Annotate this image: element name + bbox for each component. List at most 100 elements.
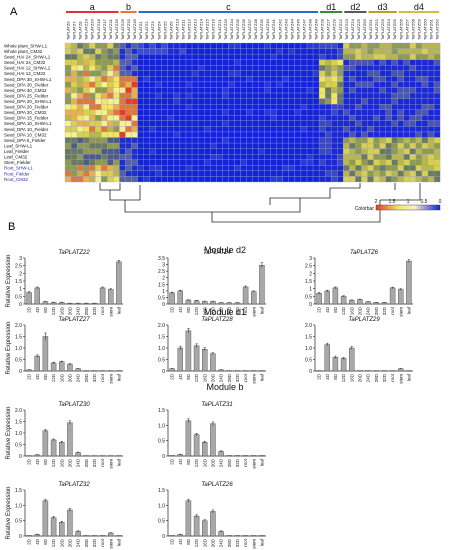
heatmap-column-label: TaPLATZ10 [174,18,179,40]
heatmap-cell [191,154,199,160]
heatmap-cell [76,159,84,166]
heatmap-cell [337,76,344,83]
heatmap-cell [373,87,380,94]
heatmap-cell [155,109,162,116]
heatmap-cell [95,92,102,99]
x-tick-label: 2D [27,306,32,313]
heatmap-cell [403,81,410,88]
heatmap-cell [355,170,362,177]
heatmap-cell [361,109,368,116]
heatmap-cell [433,76,441,83]
heatmap-cell [270,176,277,183]
heatmap-cell [276,148,283,155]
heatmap-cell [149,176,156,183]
heatmap-cell [361,131,368,138]
heatmap-cell [379,148,386,155]
heatmap-cell [191,126,199,133]
heatmap-cell [240,142,247,149]
heatmap-cell [312,92,320,99]
y-tick-label: 3 [309,256,312,262]
heatmap-cell [70,120,78,127]
heatmap-cell [76,87,84,94]
heatmap-cell [349,104,356,110]
y-tick-label: 0.5 [305,358,312,364]
heatmap-cell [167,87,175,94]
heatmap-cell [107,48,114,55]
heatmap-cell [409,148,417,155]
heatmap-cell [185,165,193,172]
heatmap-cell [288,148,296,155]
y-tick-label: 2.0 [305,323,312,329]
heatmap-cell [167,59,175,66]
heatmap-cell [107,92,114,99]
heatmap-cell [246,109,253,116]
heatmap-cell [331,65,338,71]
heatmap-column-label: TaPLATZ62 [435,18,440,40]
heatmap-column-label: TaPLATZ17 [102,18,107,40]
heatmap-cell [373,48,380,55]
heatmap-column-label: TaPLATZ47 [301,18,306,40]
heatmap-cell [306,137,314,144]
heatmap-cell [403,48,410,55]
heatmap-cell [415,131,423,138]
heatmap-cell [76,104,84,110]
heatmap-cell [222,176,229,183]
heatmap-cell [379,65,386,71]
heatmap-cell [288,87,296,94]
heatmap-cell [343,70,350,77]
y-tick-label: 1 [162,289,165,295]
heatmap-cell [252,76,259,83]
heatmap-cell [343,170,350,177]
heatmap-cell [216,154,223,160]
heatmap-row-label: Whole plant_CM32 [4,49,43,54]
heatmap-cell [107,170,114,177]
heatmap-cell [288,109,296,116]
heatmap-cell [64,176,72,183]
heatmap-cell [89,92,96,99]
heatmap-cell [385,115,392,121]
y-axis-label: Relative Expression [6,486,12,539]
heatmap-cell [161,154,169,160]
heatmap-row-label: Seed_HAI 24_CM32 [4,60,46,65]
heatmap-cell [64,59,72,66]
heatmap-cell [324,154,332,160]
heatmap-cell [306,159,314,166]
x-tick-label: leaf [259,538,264,546]
heatmap-cell [427,137,435,144]
heatmap-column-label: TaPLATZ46 [295,18,300,40]
heatmap-column-label: TaPLATZ44 [289,18,294,40]
heatmap-cell [427,65,435,71]
heatmap-cell [427,126,435,133]
heatmap-cell [294,109,302,116]
y-tick-label: 1.0 [158,503,165,509]
heatmap-row-label: Root_SHW-L1 [4,166,33,171]
heatmap-cell [294,76,302,83]
heatmap-cell [143,76,150,83]
heatmap-cell [240,170,247,177]
heatmap-cell [89,104,96,110]
heatmap-cell [179,87,187,94]
heatmap-cell [270,131,277,138]
heatmap-cell [282,59,289,66]
heatmap-cell [349,165,356,172]
bar [177,347,183,372]
x-tick-label: 24D [366,306,371,315]
y-tick-label: 2 [19,271,22,277]
heatmap-cell [294,165,302,172]
heatmap-column-label: TaPLATZ15 [205,18,210,40]
heatmap-column-label: TaPLATZ6 [168,21,173,40]
heatmap-cell [155,170,162,177]
heatmap-column-label: TaPLATZ4 [156,21,161,40]
heatmap-cell [391,48,398,55]
heatmap-cell [391,42,398,49]
heatmap-cell [143,115,150,121]
x-tick-label: stem [251,459,256,469]
heatmap-cell [415,159,423,166]
x-tick-label: 4D [178,458,183,465]
heatmap-cell [276,48,283,55]
x-tick-label: 2D [170,458,175,465]
heatmap-cell [70,126,78,133]
heatmap-cell [294,148,302,155]
heatmap-row-label: Seed_DPA 10_SHW-L1 [4,121,52,126]
